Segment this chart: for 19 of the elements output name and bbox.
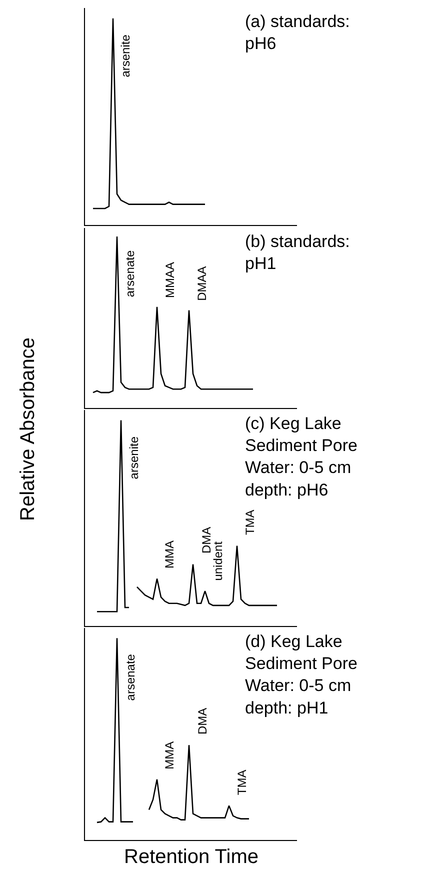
x-axis-title: Retention Time — [124, 846, 259, 868]
annotation: TMA — [242, 510, 257, 536]
chart-title: (b) standards: pH1 — [245, 232, 350, 274]
annotation: TMA — [234, 770, 249, 796]
annotation: arsenite — [118, 34, 133, 78]
annotation: unident — [211, 540, 226, 581]
chart-title: (a) standards: pH6 — [245, 12, 350, 54]
text: (d) Keg Lake Sediment Pore Water: 0-5 cm depth: pH1 — [245, 632, 358, 718]
annotation: MMA — [162, 540, 177, 568]
y-axis-title: Relative Absorbance — [17, 338, 39, 521]
annotation: DMA — [199, 526, 214, 554]
annotation: DMA — [195, 708, 210, 735]
text: (c) Keg Lake Sediment Pore Water: 0-5 cm depth: pH6 — [245, 414, 358, 500]
annotation: arsenate — [123, 654, 138, 701]
annotation: MMA — [162, 741, 177, 770]
annotation: DMAA — [195, 266, 210, 301]
annotation: arsenate — [122, 250, 137, 298]
annotation: MMAA — [163, 262, 177, 298]
annotation: arsenite — [126, 436, 141, 480]
